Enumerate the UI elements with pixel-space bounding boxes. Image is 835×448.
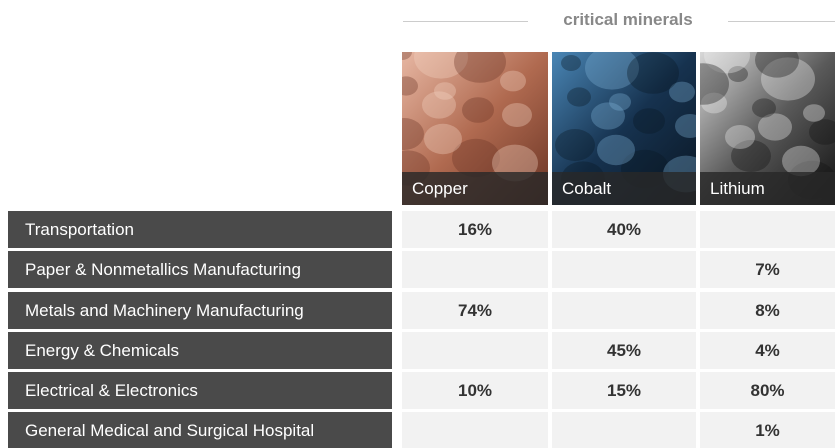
- table-cell: 8%: [700, 292, 835, 329]
- page: critical minerals CopperCobaltLithium Tra…: [0, 0, 835, 448]
- row-label: Electrical & Electronics: [8, 372, 392, 409]
- mineral-image: Copper: [402, 52, 548, 205]
- table-cell: [402, 412, 548, 448]
- table-cell: [402, 251, 548, 288]
- header-title: critical minerals: [530, 10, 726, 30]
- mineral-image: Cobalt: [552, 52, 696, 205]
- table-cell: 74%: [402, 292, 548, 329]
- row-label: Energy & Chemicals: [8, 332, 392, 369]
- table-cell: [552, 251, 696, 288]
- header-rule: [728, 21, 835, 22]
- column-header: Cobalt: [552, 172, 696, 205]
- row-label: Paper & Nonmetallics Manufacturing: [8, 251, 392, 288]
- table-cell: 16%: [402, 211, 548, 248]
- table-cell: [402, 332, 548, 369]
- column-header: Lithium: [700, 172, 835, 205]
- table-cell: 40%: [552, 211, 696, 248]
- table-cell: 1%: [700, 412, 835, 448]
- table-cell: 45%: [552, 332, 696, 369]
- column-header: Copper: [402, 172, 548, 205]
- table-cell: [552, 412, 696, 448]
- mineral-image: Lithium: [700, 52, 835, 205]
- table-cell: 4%: [700, 332, 835, 369]
- row-label: Transportation: [8, 211, 392, 248]
- table-cell: [552, 292, 696, 329]
- table-cell: 80%: [700, 372, 835, 409]
- row-label: General Medical and Surgical Hospital: [8, 412, 392, 448]
- row-label: Metals and Machinery Manufacturing: [8, 292, 392, 329]
- table-cell: 15%: [552, 372, 696, 409]
- table-cell: 7%: [700, 251, 835, 288]
- header-rule: [403, 21, 528, 22]
- table-cell: [700, 211, 835, 248]
- table-cell: 10%: [402, 372, 548, 409]
